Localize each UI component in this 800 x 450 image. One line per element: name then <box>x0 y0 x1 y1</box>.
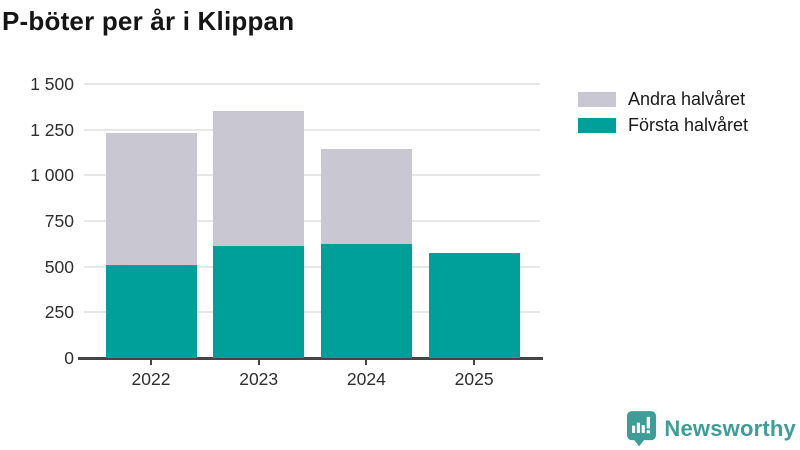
chart-title: P-böter per år i Klippan <box>2 6 295 36</box>
y-axis: 0 250 500 750 1 000 1 250 1 500 <box>0 74 74 368</box>
x-axis-label-2025: 2025 <box>454 369 494 389</box>
gridline <box>84 174 540 177</box>
x-axis-tick <box>365 359 368 365</box>
x-axis-label-2024: 2024 <box>346 369 386 389</box>
legend-label: Första halvåret <box>628 115 749 135</box>
plot-area: 2022 2023 2024 2025 <box>78 83 543 389</box>
bar-segment-2022-andra <box>105 133 197 265</box>
bar-segment-2023-andra <box>213 110 305 246</box>
legend-swatch <box>578 92 616 107</box>
y-axis-tick-label: 750 <box>44 211 74 231</box>
y-axis-tick-label: 500 <box>44 256 74 277</box>
y-axis-tick-label: 0 <box>64 348 74 368</box>
newsworthy-brand-text: Newsworthy <box>664 415 796 441</box>
bar-segment-2023-forsta <box>213 245 305 358</box>
x-axis-tick <box>150 359 152 365</box>
gridline <box>84 311 540 314</box>
y-axis-tick-label: 1 250 <box>30 119 74 140</box>
gridline <box>84 265 540 268</box>
gridline <box>84 220 540 222</box>
x-axis-label-2023: 2023 <box>239 369 279 389</box>
x-axis-line <box>78 357 543 360</box>
newsworthy-logo-icon <box>626 410 657 447</box>
y-axis-tick-label: 250 <box>44 302 74 323</box>
legend: Andra halvåret Första halvåret <box>578 89 749 144</box>
y-axis-tick-label: 1 500 <box>30 74 74 94</box>
legend-item: Första halvåret <box>578 115 749 135</box>
x-axis-tick <box>473 359 476 365</box>
x-axis-tick <box>257 359 260 365</box>
y-axis-tick-label: 1 000 <box>30 165 74 186</box>
legend-item: Andra halvåret <box>578 89 748 109</box>
bar-segment-2022-forsta <box>105 264 197 358</box>
gridline <box>84 128 540 131</box>
x-axis-label-2022: 2022 <box>131 369 171 389</box>
newsworthy-logo: Newsworthy <box>626 410 796 447</box>
bar-segment-2024-forsta <box>320 243 412 358</box>
bar-segment-2025-forsta <box>428 252 520 358</box>
bar-segment-2024-andra <box>320 148 412 244</box>
legend-swatch <box>578 118 616 133</box>
legend-label: Andra halvåret <box>628 89 746 109</box>
gridline <box>84 83 540 85</box>
